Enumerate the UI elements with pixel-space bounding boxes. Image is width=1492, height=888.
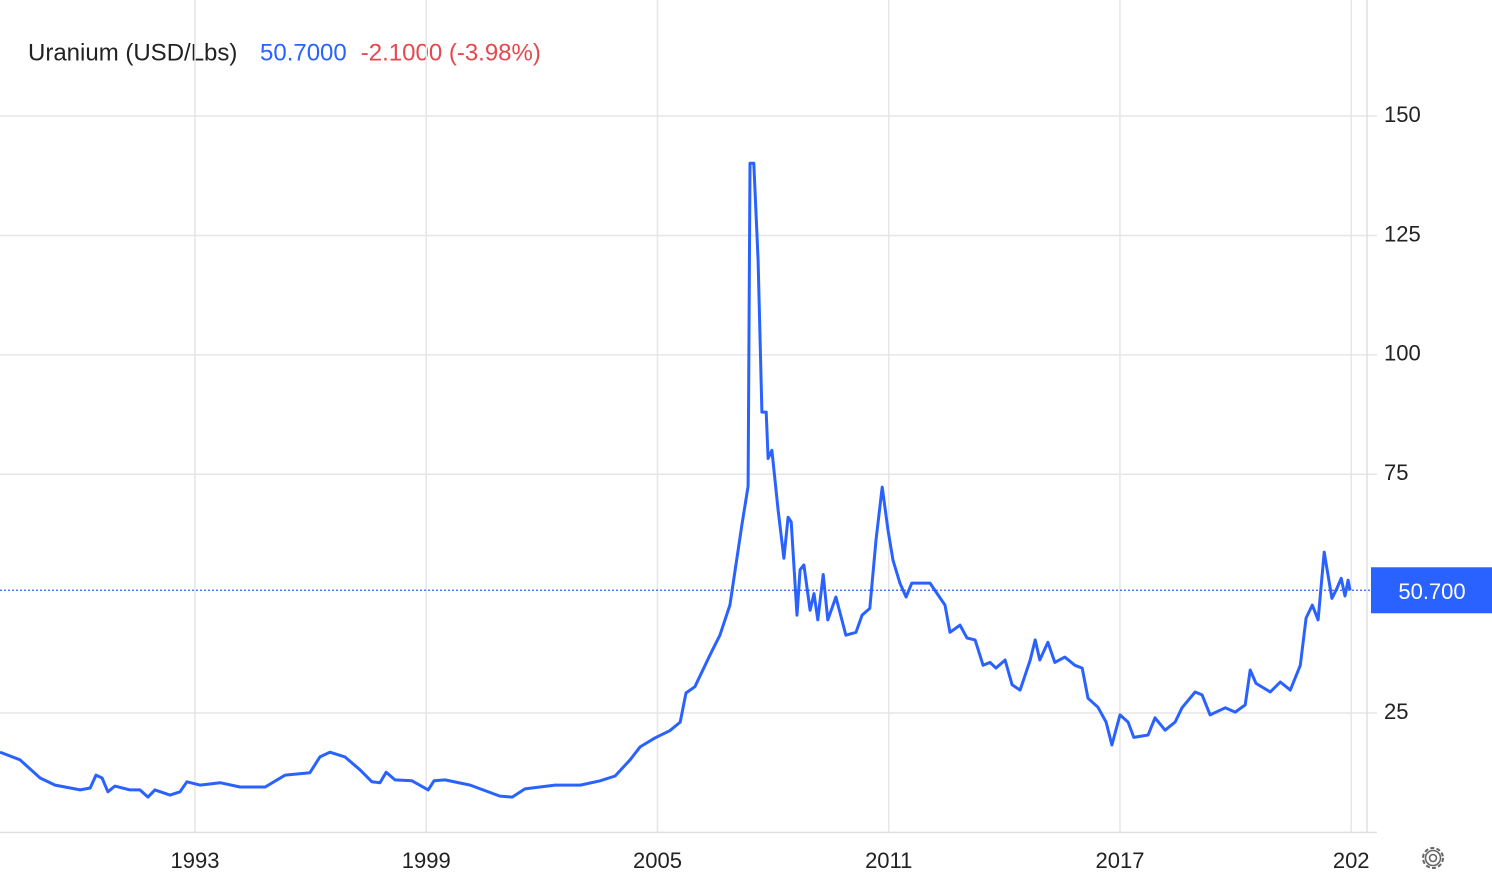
series-name: Uranium (USD/Lbs) [28,39,237,66]
x-tick-label: 202 [1333,848,1370,873]
gear-hub [1428,853,1438,863]
x-tick-label: 1999 [402,848,451,873]
settings-icon[interactable] [1422,847,1444,869]
current-price-badge [1371,567,1492,614]
price: 50.7000 [260,39,347,66]
series-line [0,161,1352,799]
gear-ring [1424,849,1442,867]
grid [0,0,1377,833]
y-tick-label: 125 [1384,221,1421,246]
gear-outer [1422,847,1444,869]
current-price-label: 50.700 [1398,579,1465,604]
change: -2.1000 (-3.98%) [361,39,541,66]
x-tick-label: 2017 [1095,848,1144,873]
x-tick-label: 2005 [633,848,682,873]
y-tick-label: 150 [1384,102,1421,127]
y-tick-label: 100 [1384,341,1421,366]
x-tick-label: 1993 [171,848,220,873]
x-tick-label: 2011 [865,848,912,873]
y-tick-label: 25 [1384,699,1408,724]
y-tick-label: 75 [1384,460,1408,485]
